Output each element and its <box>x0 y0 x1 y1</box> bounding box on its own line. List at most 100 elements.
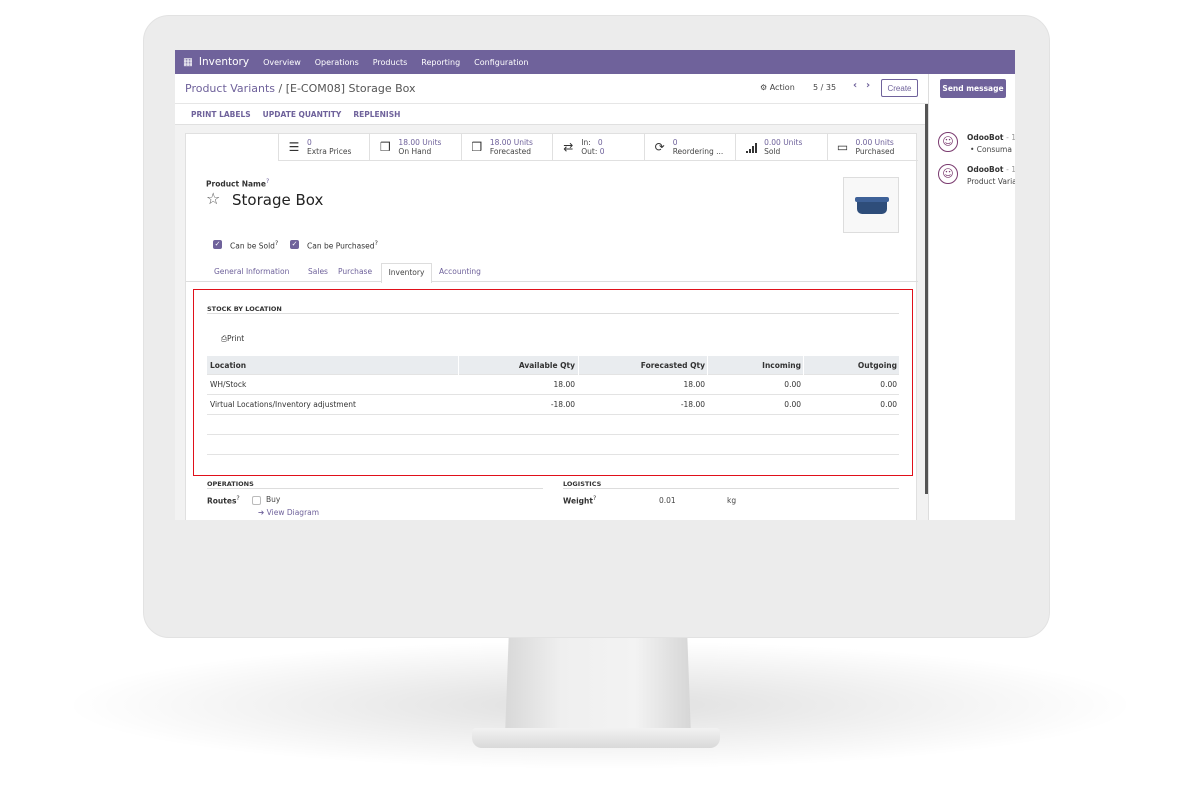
storage-box-image <box>857 200 887 214</box>
monitor-stand <box>505 636 691 736</box>
print-icon: ⎙ <box>221 334 227 343</box>
cell-incoming: 0.00 <box>784 400 801 409</box>
tab-general-information[interactable]: General Information <box>214 267 290 276</box>
label-text: Product Name <box>206 179 266 189</box>
column-location[interactable]: Location <box>210 361 247 370</box>
reordering-button[interactable]: ⟳ 0 Reordering ... <box>643 134 735 160</box>
send-message-button[interactable]: Send message <box>940 79 1006 98</box>
on-hand-button[interactable]: ❒ 18.00 Units On Hand <box>369 134 460 160</box>
tab-inventory[interactable]: Inventory <box>381 263 432 283</box>
list-icon: ☰ <box>288 140 300 154</box>
pager-value[interactable]: 5 / 35 <box>813 83 837 92</box>
stat-value: 0 <box>672 138 678 147</box>
help-icon[interactable]: ? <box>274 240 279 247</box>
buy-route-label: Buy <box>266 495 281 504</box>
column-forecasted-qty[interactable]: Forecasted Qty <box>640 361 705 370</box>
replenish-button[interactable]: REPLENISH <box>353 109 401 119</box>
author-name: OdooBot <box>967 165 1004 174</box>
stat-label: Reordering ... <box>672 147 724 156</box>
tab-purchase[interactable]: Purchase <box>338 267 373 276</box>
menu-reporting[interactable]: Reporting <box>421 57 461 67</box>
grid-icon[interactable]: ▦ <box>183 56 193 68</box>
forecasted-button[interactable]: ❒ 18.00 Units Forecasted <box>460 134 552 160</box>
empty-row <box>207 435 899 455</box>
view-diagram-link[interactable]: ➔ View Diagram <box>258 508 320 517</box>
out-value: 0 <box>599 147 605 156</box>
signal-icon <box>744 142 758 153</box>
sold-button[interactable]: 0.00 Units Sold <box>735 134 826 160</box>
purchased-button[interactable]: ▭ 0.00 Units Purchased <box>826 134 918 160</box>
message-body: • Consuma <box>970 145 1012 154</box>
breadcrumb: Product Variants / [E-COM08] Storage Box <box>185 82 416 95</box>
app-switcher[interactable]: ▦ Inventory <box>183 56 249 68</box>
author-name: OdooBot <box>967 133 1004 142</box>
weight-field[interactable]: 0.01 <box>659 496 676 505</box>
help-icon[interactable]: ? <box>592 495 597 502</box>
column-incoming[interactable]: Incoming <box>762 361 801 370</box>
message-time: - 19 <box>1006 165 1015 174</box>
app-name[interactable]: Inventory <box>198 56 250 68</box>
divider <box>563 488 899 489</box>
refresh-icon: ⟳ <box>654 140 665 154</box>
can-be-sold-checkbox[interactable]: ✓ <box>213 240 222 249</box>
table-row[interactable]: WH/Stock 18.00 18.00 0.00 0.00 <box>207 375 899 395</box>
menu-configuration[interactable]: Configuration <box>474 57 529 67</box>
storage-box-rim <box>855 197 889 202</box>
divider <box>207 313 899 314</box>
monitor-base <box>472 728 720 748</box>
exchange-icon: ⇄ <box>563 140 574 154</box>
buy-route-checkbox[interactable] <box>252 496 261 505</box>
print-labels-button[interactable]: PRINT LABELS <box>191 109 251 119</box>
help-icon[interactable]: ? <box>236 495 240 502</box>
chevron-left-icon[interactable]: ‹ <box>853 80 858 91</box>
weight-label: Weight? <box>563 495 596 506</box>
in-label: In: <box>581 138 591 147</box>
tab-sales[interactable]: Sales <box>308 267 328 276</box>
logistics-title: LOGISTICS <box>563 480 602 488</box>
column-available-qty[interactable]: Available Qty <box>518 361 575 370</box>
routes-label: Routes? <box>207 495 240 506</box>
menu-overview[interactable]: Overview <box>263 57 301 67</box>
tab-accounting[interactable]: Accounting <box>439 267 481 276</box>
odoobot-avatar: ☺ <box>938 132 958 152</box>
message-time: - 19 <box>1006 133 1015 142</box>
can-be-purchased-checkbox[interactable]: ✓ <box>290 240 299 249</box>
label-text: Can be Purchased <box>307 241 375 251</box>
empty-row <box>207 415 899 435</box>
extra-prices-button[interactable]: ☰ 0 Extra Prices <box>278 134 369 160</box>
action-menu[interactable]: ⚙ Action <box>760 83 795 92</box>
breadcrumb-parent[interactable]: Product Variants <box>185 82 276 95</box>
cell-location: WH/Stock <box>210 380 247 389</box>
divider <box>207 488 543 489</box>
chatter-panel: Send message ☺ OdooBot - 19 • Consuma ☺ … <box>928 74 1015 520</box>
create-button[interactable]: Create <box>881 79 918 97</box>
stat-value: 18.00 Units <box>398 138 442 147</box>
product-image[interactable] <box>843 177 899 233</box>
update-quantity-button[interactable]: UPDATE QUANTITY <box>262 109 342 119</box>
label-text: Can be Sold <box>230 241 275 251</box>
menu-products[interactable]: Products <box>372 57 408 67</box>
operations-title: OPERATIONS <box>207 480 254 488</box>
weight-unit: kg <box>727 496 737 505</box>
stat-value: 18.00 Units <box>489 138 533 147</box>
can-be-sold-label: Can be Sold? <box>230 240 278 251</box>
help-icon[interactable]: ? <box>265 178 270 185</box>
action-label: Action <box>769 83 795 92</box>
breadcrumb-current: [E-COM08] Storage Box <box>285 82 416 95</box>
product-name-field[interactable]: Storage Box <box>232 191 324 209</box>
scrollbar[interactable] <box>925 104 928 494</box>
stat-value: 0.00 Units <box>764 138 803 147</box>
stat-value: 0 <box>307 138 312 147</box>
in-out-button[interactable]: ⇄ In: 0 Out: 0 <box>552 134 643 160</box>
form-tabs: General Information Sales Purchase Inven… <box>186 263 918 283</box>
column-outgoing[interactable]: Outgoing <box>857 361 897 370</box>
chevron-right-icon[interactable]: › <box>866 80 871 91</box>
header-buttons: PRINT LABELS UPDATE QUANTITY REPLENISH <box>175 104 928 125</box>
star-icon[interactable]: ☆ <box>206 189 221 208</box>
table-row[interactable]: Virtual Locations/Inventory adjustment -… <box>207 395 899 415</box>
control-panel: Product Variants / [E-COM08] Storage Box… <box>175 74 928 104</box>
print-button[interactable]: ⎙Print <box>221 334 244 344</box>
stat-label: Purchased <box>855 147 895 156</box>
menu-operations[interactable]: Operations <box>314 57 359 67</box>
help-icon[interactable]: ? <box>374 240 378 247</box>
